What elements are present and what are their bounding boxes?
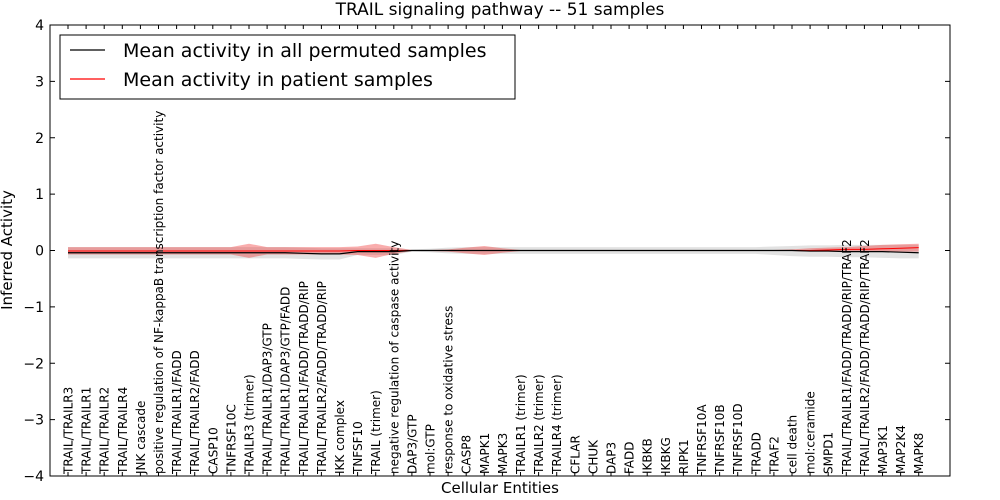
x-category-label: RIPK1: [677, 439, 691, 474]
x-category-label: TNFRSF10C: [224, 404, 238, 475]
x-category-label: IKBKG: [659, 437, 673, 474]
series-lines: [68, 247, 919, 255]
x-category-label: DAP3: [605, 442, 619, 474]
x-category-label: MAPK3: [496, 433, 510, 474]
x-category-label: TRAIL/TRAILR1: [80, 387, 94, 475]
x-category-label: TRAIL (trimer): [369, 390, 383, 475]
x-category-label: CFLAR: [568, 435, 582, 474]
x-category-label: TRAILR3 (trimer): [243, 374, 257, 475]
x-category-label: CASP8: [460, 435, 474, 474]
x-category-label: TRAIL/TRAILR3: [62, 387, 76, 475]
x-category-label: mol:GTP: [424, 424, 438, 474]
legend: Mean activity in all permuted samples Me…: [59, 34, 516, 100]
x-category-label: IKBKB: [641, 438, 655, 474]
x-category-label: CHUK: [586, 439, 600, 474]
x-category-label: DAP3/GTP: [405, 414, 419, 474]
x-category-label: positive regulation of NF-kappaB transcr…: [152, 111, 166, 474]
plot-area-frame: [49, 24, 951, 477]
x-category-label: SMPD1: [822, 432, 836, 474]
chart-title: TRAIL signaling pathway -- 51 samples: [335, 0, 665, 20]
x-category-label: TRAIL/TRAILR4: [116, 387, 130, 475]
x-category-label: TNFRSF10D: [731, 403, 745, 475]
x-category-label: TRAF2: [767, 436, 781, 475]
x-axis-label: Cellular Entities: [441, 479, 559, 497]
x-category-label: TRAIL/TRAILR2/FADD: [188, 350, 202, 475]
permuted-samples-band: [68, 244, 919, 260]
x-category-label: mol:ceramide: [804, 391, 818, 474]
category-labels: TRAIL/TRAILR3 TRAIL/TRAILR1 TRAIL/TRAILR2 T…: [62, 111, 927, 475]
x-category-label: TNFRSF10A: [695, 404, 709, 475]
x-category-label: TRAIL/TRAILR2/FADD/TRADD/RIP/TRAF2: [858, 239, 872, 475]
legend-label-permuted: Mean activity in all permuted samples: [123, 40, 486, 62]
x-category-label: CASP10: [206, 427, 220, 474]
y-tick-label: 2: [35, 131, 44, 147]
y-tick-label: 4: [35, 18, 44, 34]
y-tick-label: 0: [35, 244, 44, 260]
x-category-label: TRADD: [749, 432, 763, 475]
x-category-label: negative regulation of caspase activity: [387, 241, 401, 474]
x-category-label: JNK cascade: [134, 401, 148, 475]
x-category-label: MAPK8: [912, 433, 926, 474]
y-tick-label: 3: [35, 74, 44, 90]
x-category-label: MAP2K4: [894, 425, 908, 474]
x-category-label: MAPK1: [478, 433, 492, 474]
x-category-label: TRAILR4 (trimer): [550, 374, 564, 475]
y-tick-label: −2: [23, 356, 44, 372]
y-tick-label: 1: [35, 187, 44, 203]
x-category-label: TRAIL/TRAILR2/FADD/TRADD/RIP: [315, 281, 329, 475]
x-category-label: IKK complex: [333, 400, 347, 474]
x-category-label: TRAIL/TRAILR1/FADD/TRADD/RIP: [297, 281, 311, 475]
y-axis-label: Inferred Activity: [0, 190, 16, 310]
y-tick-label: −4: [23, 469, 44, 485]
x-category-label: TRAILR1 (trimer): [514, 374, 528, 475]
legend-box: [59, 34, 516, 100]
x-category-label: cell death: [786, 415, 800, 474]
x-category-label: TRAIL/TRAILR1/FADD/TRADD/RIP/TRAF2: [840, 239, 854, 475]
x-category-label: TRAIL/TRAILR1/DAP3/GTP/FADD: [279, 287, 293, 475]
y-tick-label: −3: [23, 413, 44, 429]
y-tick-label: −1: [23, 300, 44, 316]
x-category-label: TNFRSF10B: [713, 404, 727, 475]
x-category-label: MAP3K1: [876, 425, 890, 474]
x-category-label: TRAIL/TRAILR1/FADD: [170, 350, 184, 475]
x-category-label: TRAILR2 (trimer): [532, 374, 546, 475]
permuted-samples-line: [68, 249, 919, 255]
x-category-label: response to oxidative stress: [442, 306, 456, 474]
x-category-label: TNFSF10: [351, 421, 365, 475]
x-category-label: TRAIL/TRAILR1/DAP3/GTP: [261, 323, 275, 475]
axis-ticks: −4 −3 −2 −1 0 1 2 3 4: [23, 18, 950, 485]
x-category-label: FADD: [623, 442, 637, 475]
x-category-label: TRAIL/TRAILR2: [98, 387, 112, 475]
legend-label-patient: Mean activity in patient samples: [123, 69, 433, 91]
